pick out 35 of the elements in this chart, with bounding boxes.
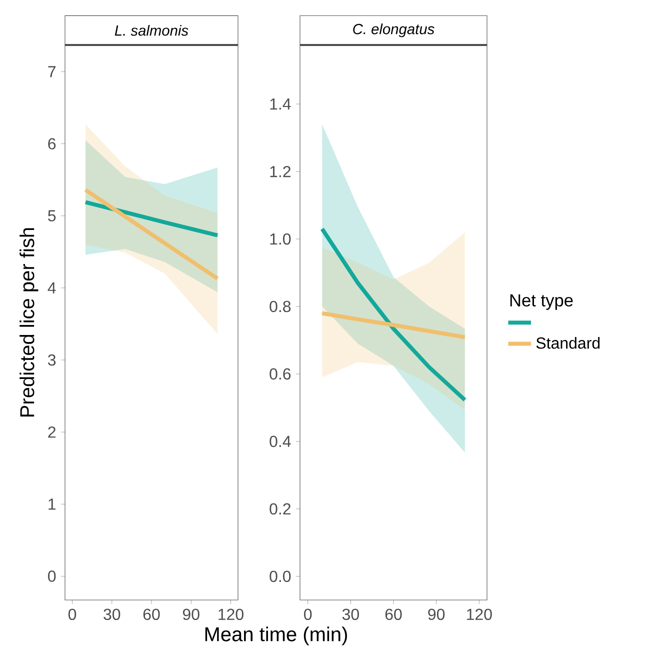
x-tick-label: 30 [104, 608, 120, 620]
legend-label: Standard [536, 337, 600, 349]
y-tick-label: 4 [48, 282, 56, 294]
y-tick-label: 5 [48, 210, 56, 222]
y-tick-label: 0.6 [270, 368, 291, 380]
y-tick-label: 0.8 [270, 300, 291, 312]
x-tick-label: 0 [68, 608, 76, 620]
y-tick-label: 2 [48, 426, 56, 438]
x-tick-label: 90 [428, 608, 445, 620]
x-tick-label: 0 [304, 608, 312, 620]
line-series [83, 200, 220, 238]
x-tick-label: 90 [182, 608, 200, 620]
chart-title: C. elongatus [353, 24, 434, 38]
x-tick-label: 120 [218, 608, 244, 620]
chart-title: L. salmonis [114, 24, 188, 36]
line-series [83, 188, 220, 281]
y-tick-label: 3 [48, 354, 56, 366]
y-tick-label: 7 [48, 66, 56, 78]
x-tick-label: 60 [143, 608, 160, 620]
y-tick-label: 0.4 [270, 436, 291, 448]
line-series [320, 311, 467, 340]
y-tick-label: 6 [48, 138, 56, 150]
y-tick-label: 0.2 [270, 503, 290, 515]
x-tick-label: 60 [385, 608, 402, 620]
y-tick-label: 1.2 [270, 166, 290, 178]
x-tick-label: 120 [467, 608, 492, 620]
y-tick-label: 1 [48, 498, 56, 510]
y-tick-label: 0 [48, 570, 56, 582]
legend-title: Net type [510, 294, 573, 310]
y-axis-title: Predicted lice per fish [20, 228, 38, 416]
y-tick-label: 1.4 [270, 98, 291, 110]
x-tick-label: 30 [342, 608, 359, 620]
y-tick-label: 1.0 [270, 233, 291, 245]
x-axis-title: Mean time (min) [205, 626, 347, 646]
y-tick-label: 0.0 [270, 570, 291, 582]
